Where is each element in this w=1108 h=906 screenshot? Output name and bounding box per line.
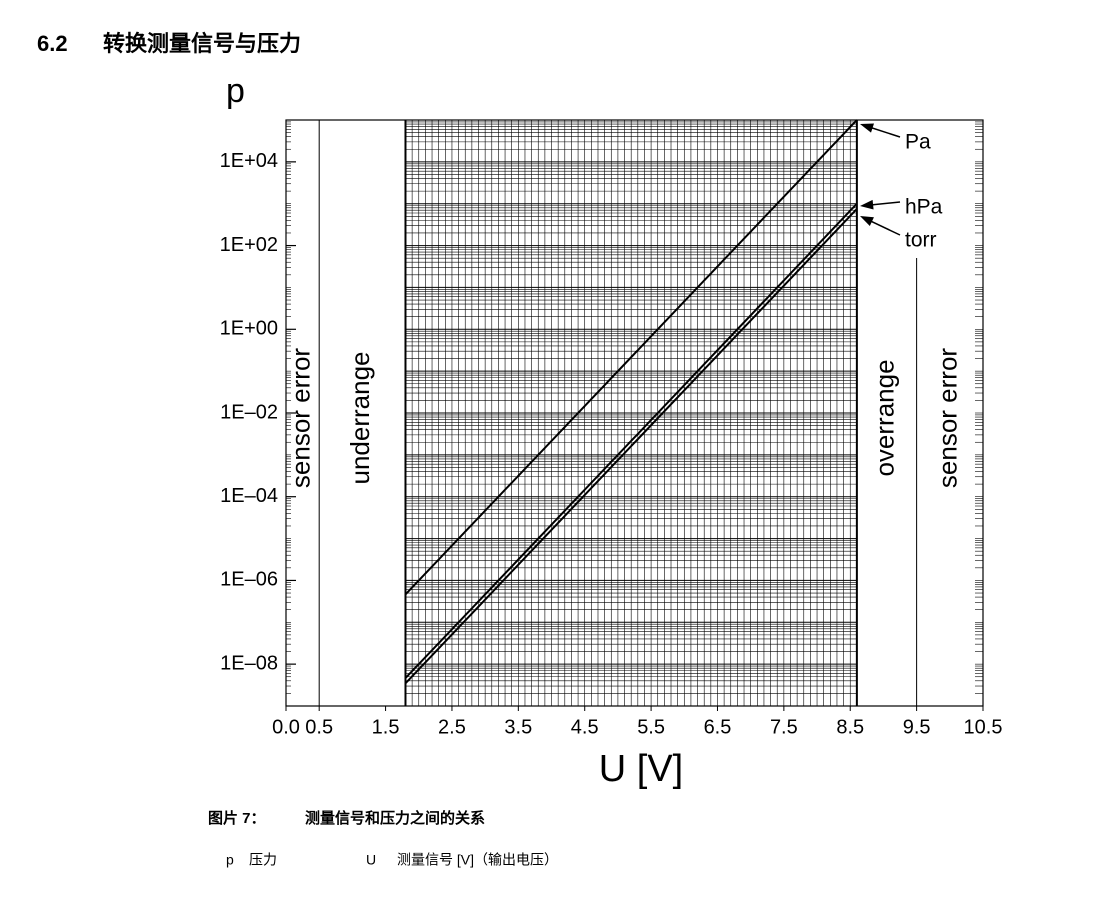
region-label: underrange bbox=[345, 352, 375, 485]
section-number: 6.2 bbox=[37, 31, 68, 56]
y-tick-label: 1E–04 bbox=[220, 485, 278, 507]
y-tick-label: 1E+04 bbox=[220, 150, 278, 172]
x-tick-label: 8.5 bbox=[836, 716, 864, 738]
x-tick-label: 1.5 bbox=[372, 716, 400, 738]
legend-label: hPa bbox=[905, 196, 943, 219]
notation-meaning: 测量信号 [V]（输出电压） bbox=[397, 852, 558, 868]
y-tick-label: 1E–08 bbox=[220, 652, 278, 674]
notation-meaning: 压力 bbox=[249, 852, 277, 868]
legend-label: torr bbox=[905, 229, 937, 252]
x-tick-label: 3.5 bbox=[504, 716, 532, 738]
legend-label: Pa bbox=[905, 131, 931, 154]
y-tick-label: 1E+00 bbox=[220, 318, 278, 340]
x-tick-label: 6.5 bbox=[704, 716, 732, 738]
caption-label: 图片 7： bbox=[208, 809, 266, 827]
caption-text: 测量信号和压力之间的关系 bbox=[305, 809, 485, 827]
series-line bbox=[404, 208, 858, 685]
series-line bbox=[404, 119, 858, 596]
x-tick-label: 4.5 bbox=[571, 716, 599, 738]
legend-arrowhead bbox=[860, 123, 874, 133]
legend-arrow bbox=[867, 125, 901, 138]
x-tick-label: 9.5 bbox=[903, 716, 931, 738]
x-tick-label: 2.5 bbox=[438, 716, 466, 738]
section-title: 转换测量信号与压力 bbox=[103, 31, 301, 56]
notation-symbol: U bbox=[366, 852, 376, 868]
y-tick-label: 1E–02 bbox=[220, 401, 278, 423]
notation-symbol: p bbox=[226, 852, 234, 868]
x-tick-label: 0.0 bbox=[272, 716, 300, 738]
x-tick-label: 10.5 bbox=[964, 716, 1003, 738]
region-label: sensor error bbox=[933, 348, 963, 488]
legend-arrowhead bbox=[860, 216, 874, 226]
legend-arrow bbox=[867, 219, 901, 236]
legend-arrowhead bbox=[860, 199, 874, 210]
x-tick-label: 0.5 bbox=[305, 716, 333, 738]
x-tick-label: 7.5 bbox=[770, 716, 798, 738]
region-label: overrange bbox=[870, 359, 900, 476]
y-tick-label: 1E–06 bbox=[220, 569, 278, 591]
x-axis-label: U [V] bbox=[599, 748, 683, 790]
region-label: sensor error bbox=[285, 348, 315, 488]
series-line bbox=[404, 203, 858, 679]
x-tick-label: 5.5 bbox=[637, 716, 665, 738]
y-tick-label: 1E+02 bbox=[220, 234, 278, 256]
y-axis-label: p bbox=[226, 72, 245, 110]
legend-arrow bbox=[867, 201, 901, 206]
